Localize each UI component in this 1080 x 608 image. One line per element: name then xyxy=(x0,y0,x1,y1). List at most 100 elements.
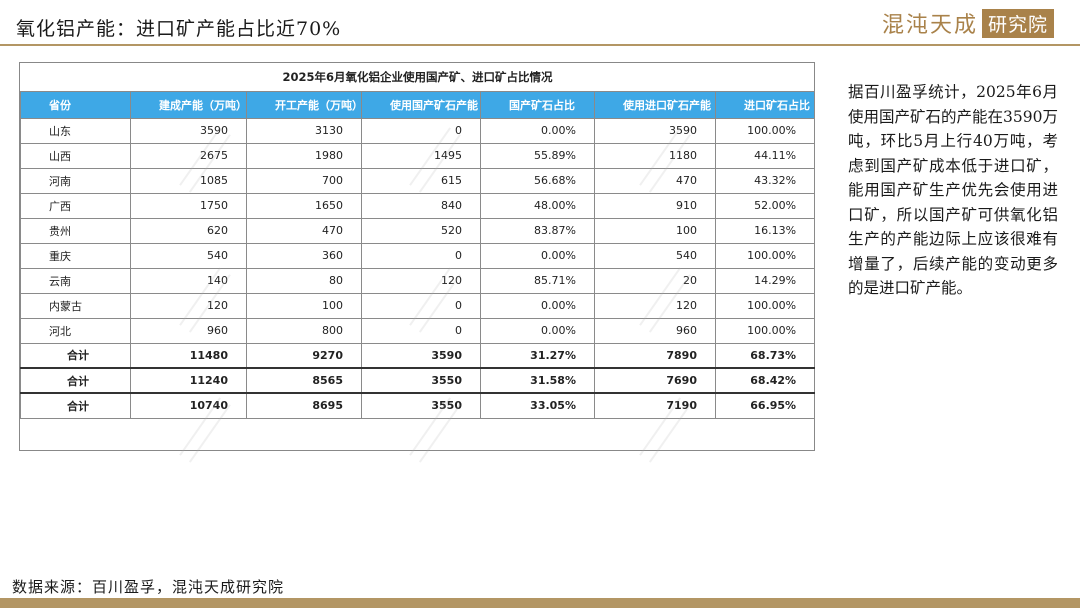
page-title: 氧化铝产能：进口矿产能占比近70% xyxy=(16,18,342,40)
value-cell: 7190 xyxy=(594,392,716,419)
value-cell: 7890 xyxy=(594,342,716,369)
value-cell: 360 xyxy=(246,242,362,269)
footer-bar xyxy=(0,598,1080,608)
value-cell: 615 xyxy=(361,167,481,194)
value-cell: 0.00% xyxy=(480,317,595,344)
province-cell: 河北 xyxy=(20,317,131,344)
value-cell: 0 xyxy=(361,117,481,144)
province-cell: 重庆 xyxy=(20,242,131,269)
province-cell: 合计 xyxy=(20,342,131,369)
value-cell: 620 xyxy=(130,217,247,244)
value-cell: 20 xyxy=(594,267,716,294)
logo-text: 混沌天成 xyxy=(881,13,978,38)
value-cell: 1180 xyxy=(594,142,716,169)
value-cell: 52.00% xyxy=(714,192,816,219)
value-cell: 3550 xyxy=(361,392,481,419)
value-cell: 3130 xyxy=(246,117,362,144)
value-cell: 100 xyxy=(246,292,362,319)
commentary-text: 据百川盈孚统计，2025年6月使用国产矿石的产能在3590万吨，环比5月上行40… xyxy=(848,83,1058,297)
table-row: 内蒙古 120 100 0 0.00% 120 100.00% xyxy=(20,292,816,319)
value-cell: 11240 xyxy=(130,367,247,394)
value-cell: 2675 xyxy=(130,142,247,169)
column-header: 建成产能（万吨） xyxy=(130,90,247,119)
value-cell: 100.00% xyxy=(714,242,816,269)
table-row: 山东 3590 3130 0 0.00% 3590 100.00% xyxy=(20,117,816,144)
company-logo: 混沌天成 研究院 xyxy=(882,8,1054,38)
header-divider xyxy=(0,44,1080,46)
value-cell: 9270 xyxy=(246,342,362,369)
value-cell: 120 xyxy=(130,292,247,319)
value-cell: 100.00% xyxy=(714,317,816,344)
value-cell: 1980 xyxy=(246,142,362,169)
value-cell: 840 xyxy=(361,192,481,219)
header-bar: 氧化铝产能：进口矿产能占比近70% 混沌天成 研究院 xyxy=(0,0,1080,44)
value-cell: 16.13% xyxy=(714,217,816,244)
logo-badge: 研究院 xyxy=(981,8,1054,38)
table-caption: 2025年6月氧化铝企业使用国产矿、进口矿占比情况 xyxy=(20,63,815,92)
table-row: 山西 2675 1980 1495 55.89% 1180 44.11% xyxy=(20,142,816,169)
value-cell: 0.00% xyxy=(480,242,595,269)
value-cell: 910 xyxy=(594,192,716,219)
value-cell: 540 xyxy=(594,242,716,269)
value-cell: 3590 xyxy=(361,342,481,369)
province-cell: 河南 xyxy=(20,167,131,194)
province-cell: 内蒙古 xyxy=(20,292,131,319)
value-cell: 140 xyxy=(130,267,247,294)
value-cell: 68.42% xyxy=(714,367,816,394)
value-cell: 0 xyxy=(361,292,481,319)
value-cell: 8695 xyxy=(246,392,362,419)
value-cell: 100.00% xyxy=(714,117,816,144)
column-header: 国产矿石占比 xyxy=(480,90,595,119)
value-cell: 31.27% xyxy=(480,342,595,369)
value-cell: 43.32% xyxy=(714,167,816,194)
table-row: 河南 1085 700 615 56.68% 470 43.32% xyxy=(20,167,816,194)
table-total-row: 合计 11480 9270 3590 31.27% 7890 68.73% xyxy=(20,342,816,369)
value-cell: 700 xyxy=(246,167,362,194)
value-cell: 10740 xyxy=(130,392,247,419)
province-cell: 贵州 xyxy=(20,217,131,244)
value-cell: 68.73% xyxy=(714,342,816,369)
value-cell: 55.89% xyxy=(480,142,595,169)
value-cell: 44.11% xyxy=(714,142,816,169)
value-cell: 1750 xyxy=(130,192,247,219)
value-cell: 3590 xyxy=(130,117,247,144)
value-cell: 0 xyxy=(361,317,481,344)
value-cell: 800 xyxy=(246,317,362,344)
value-cell: 83.87% xyxy=(480,217,595,244)
value-cell: 520 xyxy=(361,217,481,244)
table-row: 广西 1750 1650 840 48.00% 910 52.00% xyxy=(20,192,816,219)
capacity-table: 2025年6月氧化铝企业使用国产矿、进口矿占比情况 省份 建成产能（万吨） 开工… xyxy=(20,63,816,419)
value-cell: 0.00% xyxy=(480,292,595,319)
value-cell: 11480 xyxy=(130,342,247,369)
province-cell: 合计 xyxy=(20,367,131,394)
province-cell: 云南 xyxy=(20,267,131,294)
value-cell: 48.00% xyxy=(480,192,595,219)
value-cell: 0.00% xyxy=(480,117,595,144)
value-cell: 1085 xyxy=(130,167,247,194)
value-cell: 470 xyxy=(594,167,716,194)
column-header: 省份 xyxy=(20,90,131,119)
capacity-table-frame: 2025年6月氧化铝企业使用国产矿、进口矿占比情况 省份 建成产能（万吨） 开工… xyxy=(19,62,816,463)
province-cell: 山东 xyxy=(20,117,131,144)
province-cell: 合计 xyxy=(20,392,131,419)
value-cell: 100 xyxy=(594,217,716,244)
table-row: 重庆 540 360 0 0.00% 540 100.00% xyxy=(20,242,816,269)
table-row: 河北 960 800 0 0.00% 960 100.00% xyxy=(20,317,816,344)
table-row: 贵州 620 470 520 83.87% 100 16.13% xyxy=(20,217,816,244)
province-cell: 山西 xyxy=(20,142,131,169)
value-cell: 540 xyxy=(130,242,247,269)
value-cell: 0 xyxy=(361,242,481,269)
table-total-row: 合计 11240 8565 3550 31.58% 7690 68.42% xyxy=(20,367,816,394)
value-cell: 3550 xyxy=(361,367,481,394)
table-row: 云南 140 80 120 85.71% 20 14.29% xyxy=(20,267,816,294)
value-cell: 120 xyxy=(361,267,481,294)
value-cell: 14.29% xyxy=(714,267,816,294)
value-cell: 100.00% xyxy=(714,292,816,319)
value-cell: 80 xyxy=(246,267,362,294)
table-header-row: 省份 建成产能（万吨） 开工产能（万吨） 使用国产矿石产能（万吨） 国产矿石占比… xyxy=(20,90,816,119)
value-cell: 7690 xyxy=(594,367,716,394)
column-header: 使用国产矿石产能（万吨） xyxy=(361,90,481,119)
value-cell: 960 xyxy=(594,317,716,344)
value-cell: 66.95% xyxy=(714,392,816,419)
value-cell: 85.71% xyxy=(480,267,595,294)
